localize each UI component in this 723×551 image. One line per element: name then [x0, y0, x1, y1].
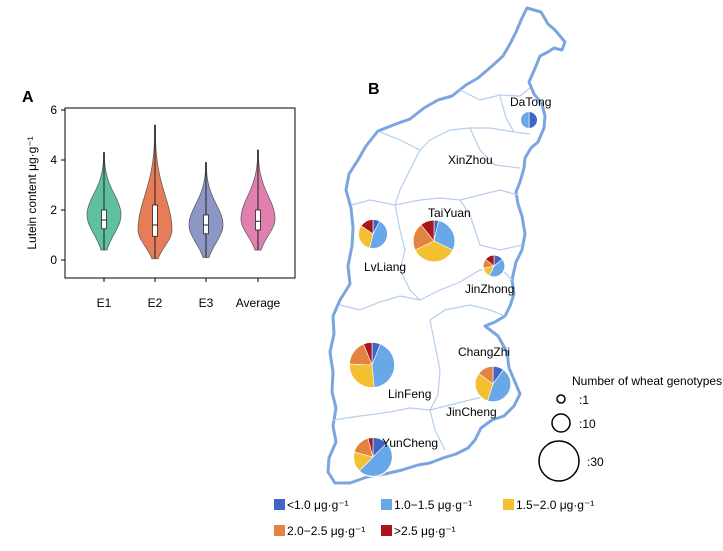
size-legend-label-10: :10 — [579, 417, 596, 431]
legend-swatch-lt1 — [274, 499, 285, 510]
region-label-linfeng: LinFeng — [388, 387, 431, 401]
pie-yuncheng — [352, 436, 394, 478]
pie-linfeng — [348, 341, 396, 389]
size-legend-circle-large — [538, 440, 580, 482]
legend-label-1.5-2: 1.5−2.0 μg·g⁻¹ — [516, 498, 594, 512]
size-legend: Number of wheat genotypes :1 :10 :30 — [538, 374, 722, 482]
size-legend-circle-small — [556, 394, 566, 404]
pie-outline — [412, 219, 456, 263]
pie-outline — [482, 254, 506, 278]
size-legend-label-30: :30 — [587, 455, 604, 469]
violin-box — [101, 209, 107, 230]
x-tick-label: E1 — [97, 296, 112, 310]
pie-slice — [528, 111, 538, 129]
pie-outline — [352, 436, 394, 478]
legend-label-1-1.5: 1.0−1.5 μg·g⁻¹ — [394, 498, 472, 512]
panel-b-letter: B — [368, 81, 380, 98]
region-label-xinzhou: XinZhou — [448, 153, 493, 167]
y-tick-label: 6 — [50, 103, 57, 117]
legend-swatch-2-2.5 — [274, 525, 285, 536]
x-tick-label: E2 — [148, 296, 163, 310]
pie-jinzhong — [482, 254, 506, 278]
legend-label-lt1: <1.0 μg·g⁻¹ — [287, 498, 349, 512]
panel-a-letter: A — [22, 89, 34, 106]
violin-box — [255, 209, 261, 231]
y-tick-label: 2 — [50, 203, 57, 217]
region-pies — [348, 110, 539, 478]
y-axis: 0 2 4 6 — [50, 103, 65, 267]
x-tick-label: E3 — [199, 296, 214, 310]
shanxi-map — [326, 6, 567, 485]
size-legend-title: Number of wheat genotypes — [572, 374, 722, 388]
province-outline — [326, 6, 567, 485]
region-label-changzhi: ChangZhi — [458, 345, 510, 359]
violin-group — [86, 124, 276, 260]
region-label-jincheng: JinCheng — [446, 405, 497, 419]
y-tick-label: 4 — [50, 153, 57, 167]
size-legend-circle-medium — [551, 413, 571, 433]
y-axis-label: Lutein content μg·g⁻¹ — [25, 136, 39, 249]
region-label-jinzhong: JinZhong — [465, 282, 514, 296]
pie-outline — [519, 110, 539, 130]
legend-swatch-gt2.5 — [381, 525, 392, 536]
violin-box — [203, 214, 209, 235]
violin-box — [152, 204, 158, 237]
pie-outline — [474, 365, 512, 403]
x-tick-label: Average — [236, 296, 281, 310]
pie-datong — [519, 110, 539, 130]
legend-label-gt2.5: >2.5 μg·g⁻¹ — [394, 524, 456, 538]
pie-outline — [357, 218, 389, 250]
color-legend: <1.0 μg·g⁻¹ 1.0−1.5 μg·g⁻¹ 1.5−2.0 μg·g⁻… — [274, 498, 594, 538]
pie-slice — [348, 363, 375, 389]
pie-outline — [348, 341, 396, 389]
region-label-datong: DaTong — [510, 95, 551, 109]
x-axis: E1 E2 E3 Average — [97, 278, 281, 310]
y-tick-label: 0 — [50, 253, 57, 267]
size-legend-label-1: :1 — [579, 393, 589, 407]
plot-frame — [64, 107, 296, 279]
region-label-taiyuan: TaiYuan — [428, 206, 471, 220]
legend-swatch-1.5-2 — [503, 499, 514, 510]
pie-lvliang — [357, 218, 389, 250]
legend-label-2-2.5: 2.0−2.5 μg·g⁻¹ — [287, 524, 365, 538]
violin-chart: 0 2 4 6 E1 E2 E3 Average Lutein content μg·g⁻¹ — [25, 103, 296, 310]
region-label-lvliang: LvLiang — [364, 260, 406, 274]
prefecture-borders — [332, 87, 531, 451]
pie-slice — [520, 111, 530, 129]
pie-jincheng — [474, 365, 512, 403]
region-label-yuncheng: YunCheng — [382, 436, 438, 450]
pie-taiyuan — [412, 219, 456, 263]
legend-swatch-1-1.5 — [381, 499, 392, 510]
